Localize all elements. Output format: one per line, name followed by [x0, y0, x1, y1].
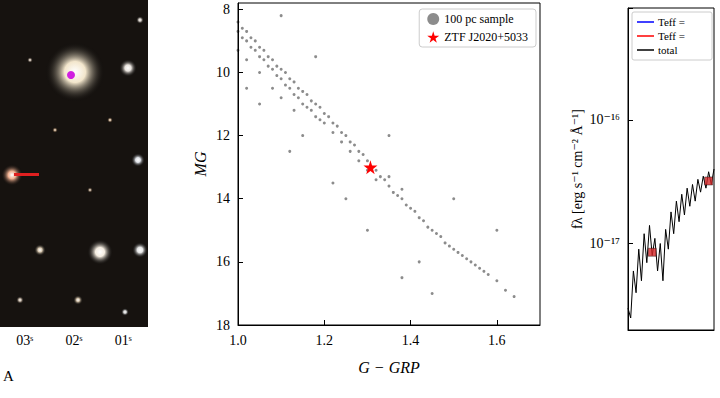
- svg-text:12: 12: [216, 128, 230, 143]
- svg-text:total: total: [658, 44, 678, 56]
- svg-text:1.6: 1.6: [488, 333, 506, 348]
- svg-text:10⁻¹⁷: 10⁻¹⁷: [590, 236, 621, 251]
- svg-text:ZTF J2020+5033: ZTF J2020+5033: [444, 30, 528, 44]
- svg-text:16: 16: [216, 254, 230, 269]
- svg-text:03ˢ: 03ˢ: [16, 333, 33, 348]
- svg-text:1.4: 1.4: [402, 333, 420, 348]
- svg-text:Teff =: Teff =: [658, 16, 685, 28]
- svg-text:14: 14: [216, 191, 230, 206]
- svg-text:1.2: 1.2: [316, 333, 334, 348]
- svg-text:G − GRP: G − GRP: [358, 359, 420, 376]
- svg-text:fλ [erg s⁻¹ cm⁻² Å⁻¹]: fλ [erg s⁻¹ cm⁻² Å⁻¹]: [570, 109, 585, 229]
- svg-text:MG: MG: [192, 151, 209, 177]
- svg-text:01ˢ: 01ˢ: [115, 333, 132, 348]
- svg-text:10: 10: [216, 65, 230, 80]
- svg-text:Teff =: Teff =: [658, 30, 685, 42]
- svg-text:18: 18: [216, 318, 230, 333]
- svg-text:1.0: 1.0: [229, 333, 247, 348]
- svg-text:10⁻¹⁶: 10⁻¹⁶: [590, 112, 621, 127]
- svg-text:8: 8: [223, 2, 230, 17]
- svg-text:A: A: [3, 368, 14, 384]
- svg-text:100 pc sample: 100 pc sample: [444, 12, 513, 26]
- svg-text:02ˢ: 02ˢ: [66, 333, 83, 348]
